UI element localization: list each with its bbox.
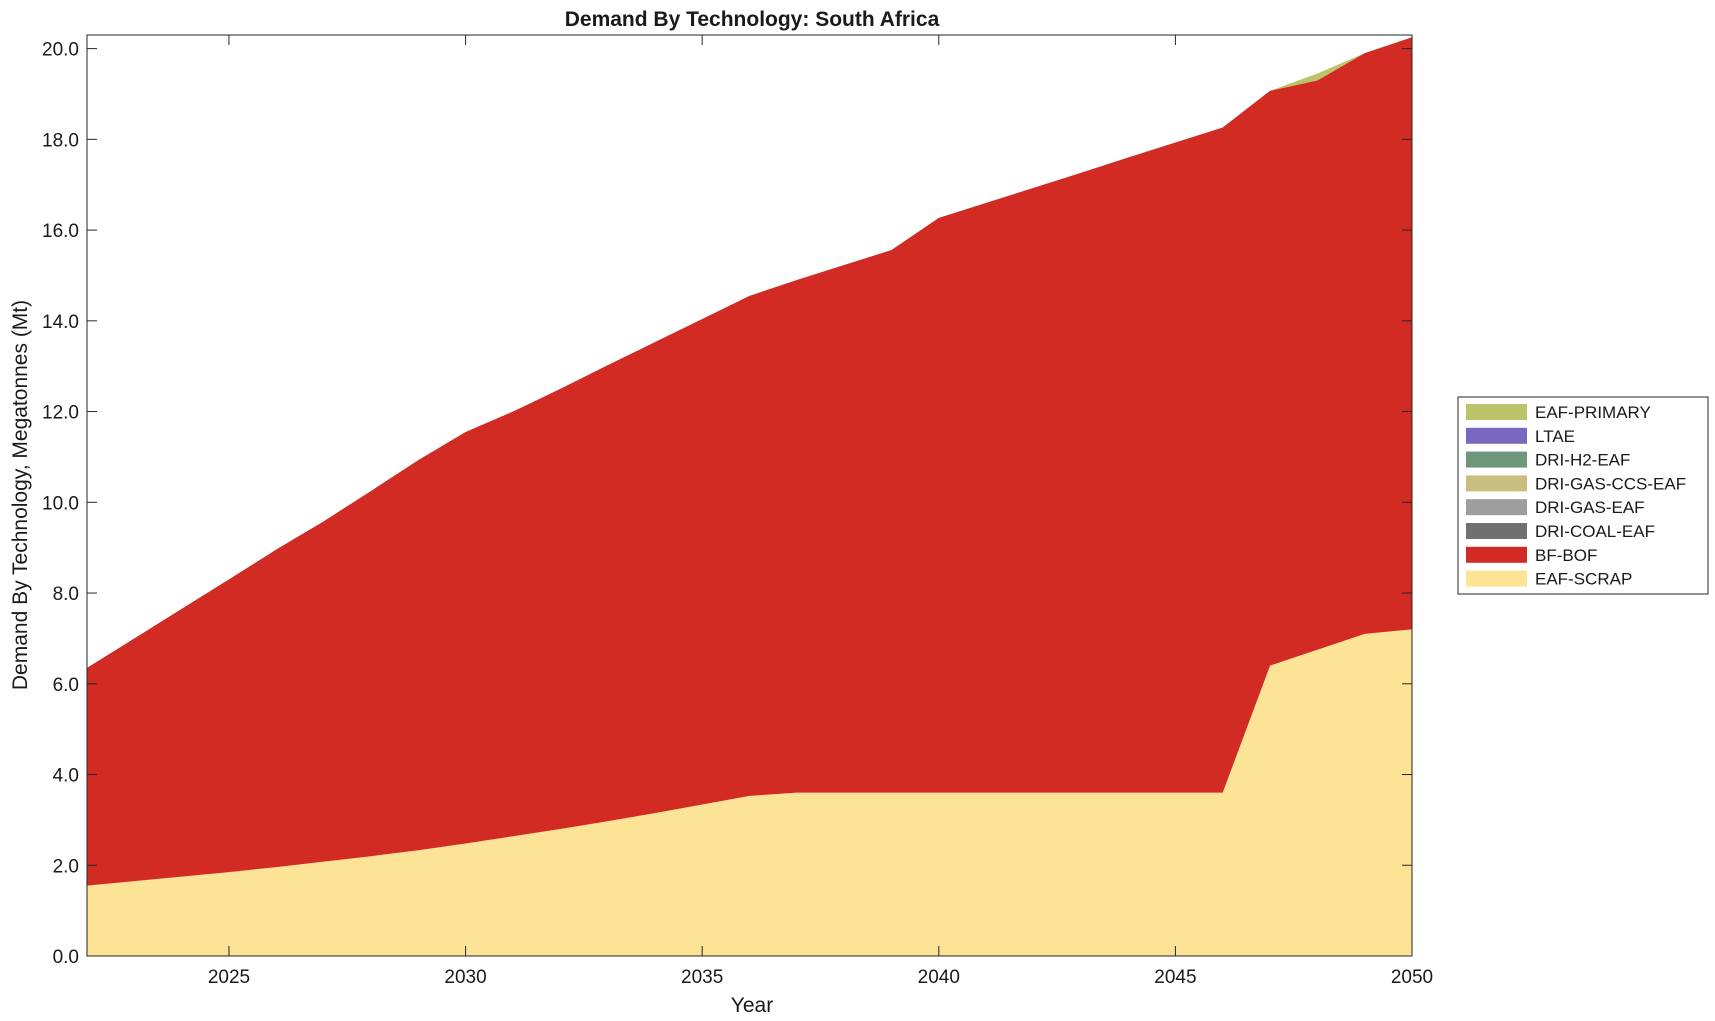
y-tick-label: 20.0	[42, 40, 79, 61]
y-tick-label: 10.0	[42, 493, 79, 514]
y-tick-label: 6.0	[53, 675, 79, 696]
x-tick-label: 2025	[208, 967, 250, 988]
x-tick-label: 2040	[918, 967, 960, 988]
stacked-areas	[87, 37, 1412, 956]
x-axis: 2025 2030 2035 2040 2045 2050	[208, 35, 1433, 988]
y-axis-label: Demand By Technology, Megatonnes (Mt)	[9, 300, 32, 690]
legend-label-dri-coal-eaf: DRI-COAL-EAF	[1535, 522, 1655, 541]
x-tick-label: 2050	[1391, 967, 1433, 988]
legend: EAF-PRIMARY LTAE DRI-H2-EAF DRI-GAS-CCS-EAF…	[1457, 396, 1709, 595]
legend-swatch-dri-coal-eaf	[1466, 523, 1527, 539]
y-tick-label: 4.0	[53, 766, 79, 787]
legend-swatch-dri-h2-eaf	[1466, 451, 1527, 468]
area-bf-bof	[87, 37, 1412, 886]
legend-label-dri-gas-eaf: DRI-GAS-EAF	[1535, 498, 1645, 517]
legend-swatch-bf-bof	[1466, 546, 1527, 563]
y-tick-label: 0.0	[53, 947, 79, 968]
legend-swatch-eaf-primary	[1466, 404, 1527, 420]
area-eaf-scrap	[87, 629, 1412, 956]
y-tick-label: 16.0	[42, 221, 79, 242]
y-axis: 0.0 2.0 4.0 6.0 8.0 10.0 12.0 14.0 16.0 18.0 20.0	[42, 40, 1412, 968]
legend-label-dri-gas-ccs-eaf: DRI-GAS-CCS-EAF	[1535, 474, 1686, 493]
legend-swatch-dri-gas-eaf	[1466, 499, 1527, 516]
chart-title: Demand By Technology: South Africa	[565, 8, 940, 31]
x-tick-label: 2045	[1154, 967, 1196, 988]
plot-frame	[86, 34, 1413, 957]
y-tick-label: 14.0	[42, 312, 79, 333]
y-tick-label: 8.0	[53, 584, 79, 605]
y-tick-label: 2.0	[53, 856, 79, 877]
legend-swatch-eaf-scrap	[1466, 570, 1527, 587]
legend-swatch-dri-gas-ccs-eaf	[1466, 475, 1527, 492]
y-tick-label: 12.0	[42, 403, 79, 424]
legend-label-eaf-scrap: EAF-SCRAP	[1535, 570, 1632, 589]
legend-label-dri-h2-eaf: DRI-H2-EAF	[1535, 451, 1630, 470]
legend-label-bf-bof: BF-BOF	[1535, 546, 1597, 565]
legend-swatch-ltae	[1466, 427, 1527, 444]
x-tick-label: 2035	[681, 967, 723, 988]
y-tick-label: 18.0	[42, 130, 79, 151]
legend-label-ltae: LTAE	[1535, 427, 1575, 446]
x-axis-label: Year	[731, 994, 773, 1017]
legend-label-eaf-primary: EAF-PRIMARY	[1535, 403, 1651, 422]
x-tick-label: 2030	[444, 967, 486, 988]
